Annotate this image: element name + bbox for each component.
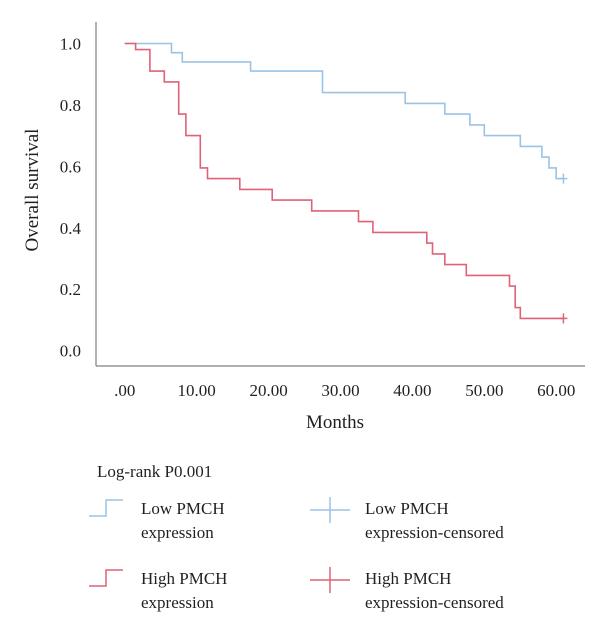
censor-mark — [559, 173, 568, 184]
y-tick-label: 0.0 — [60, 342, 81, 361]
y-tick-label: 1.0 — [60, 35, 81, 54]
legend-label-high: High PMCH expression — [141, 569, 228, 612]
y-tick-label: 0.2 — [60, 280, 81, 299]
y-axis-title: Overall survival — [22, 129, 43, 252]
x-tick-label: 10.00 — [178, 381, 216, 400]
legend-item-high: High PMCH expression — [88, 567, 227, 615]
x-tick-label: 20.00 — [249, 381, 287, 400]
legend-title: Log-rank P0.001 — [97, 462, 213, 481]
x-tick-label: 40.00 — [393, 381, 431, 400]
y-tick-label: 0.6 — [60, 157, 81, 176]
censor-cross-icon — [310, 567, 350, 593]
step-line-icon — [89, 499, 123, 517]
legend-item-high-censored: High PMCH expression-censored — [310, 567, 504, 615]
x-tick-labels: .00 10.00 20.00 30.00 40.00 50.00 60.00 — [114, 381, 575, 400]
x-axis-title: Months — [306, 412, 364, 433]
legend-item-low: Low PMCH expression — [88, 497, 225, 545]
legend-label-high-censored: High PMCH expression-censored — [365, 569, 504, 612]
y-tick-label: 0.4 — [60, 219, 82, 238]
x-tick-label: .00 — [114, 381, 135, 400]
censor-cross-icon — [310, 497, 350, 523]
high-pmch-survival-line — [124, 42, 564, 320]
legend-label-low-censored: Low PMCH expression-censored — [365, 499, 504, 542]
y-tick-labels: 0.0 0.2 0.4 0.6 0.8 1.0 — [60, 35, 82, 361]
step-line-icon — [89, 569, 123, 587]
y-tick-label: 0.8 — [60, 96, 81, 115]
survival-chart: 0.0 0.2 0.4 0.6 0.8 1.0 .00 10.00 20.00 30.00 40.… — [22, 22, 585, 433]
x-tick-label: 50.00 — [465, 381, 503, 400]
series-layer — [124, 42, 568, 324]
low-pmch-survival-line — [124, 42, 564, 180]
censor-mark — [559, 313, 568, 324]
x-tick-label: 60.00 — [537, 381, 575, 400]
legend-item-low-censored: Low PMCH expression-censored — [310, 497, 504, 545]
x-tick-label: 30.00 — [321, 381, 359, 400]
legend-label-low: Low PMCH expression — [141, 499, 225, 542]
